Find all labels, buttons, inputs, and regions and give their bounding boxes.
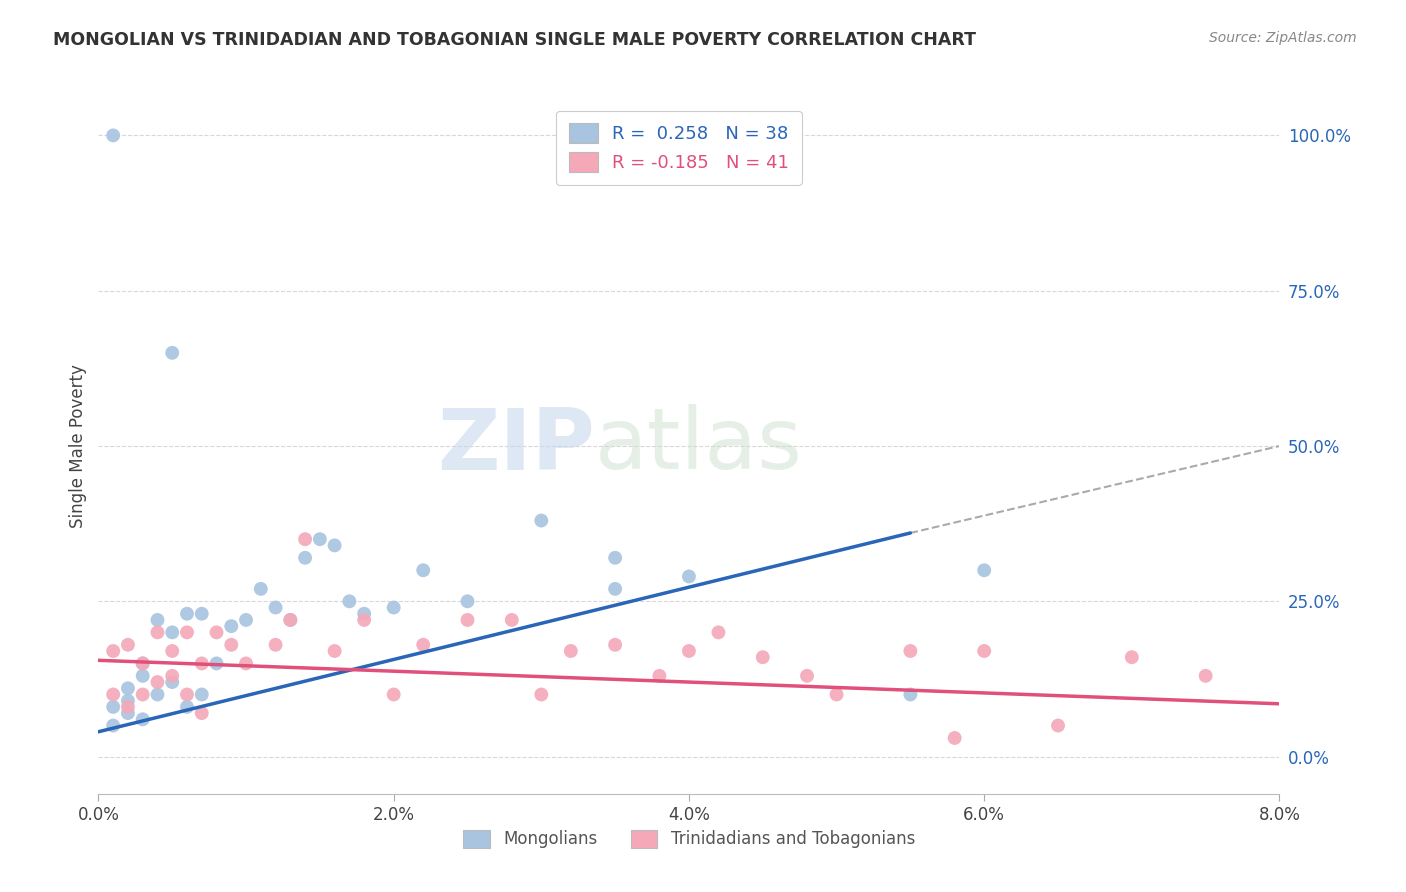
Point [648,669,671,683]
Point [176,625,198,640]
Point [132,669,155,683]
Point [412,638,434,652]
Point [264,600,287,615]
Point [191,607,214,621]
Point [191,657,214,671]
Point [117,699,139,714]
Point [162,346,183,360]
Text: atlas: atlas [595,404,803,488]
Point [103,128,125,143]
Point [1121,650,1143,665]
Point [146,675,169,690]
Point [250,582,273,596]
Point [382,600,405,615]
Point [501,613,523,627]
Point [457,594,479,608]
Point [146,613,169,627]
Point [353,607,375,621]
Point [191,706,214,720]
Point [176,688,198,702]
Point [132,657,155,671]
Point [353,613,375,627]
Point [900,688,922,702]
Point [973,563,995,577]
Point [943,731,966,745]
Point [117,706,139,720]
Point [132,712,155,726]
Point [221,638,243,652]
Point [900,644,922,658]
Point [323,644,346,658]
Point [796,669,818,683]
Point [530,688,553,702]
Point [103,718,125,732]
Point [707,625,730,640]
Point [176,699,198,714]
Point [339,594,361,608]
Point [191,688,214,702]
Point [294,550,316,565]
Point [280,613,302,627]
Point [117,694,139,708]
Point [973,644,995,658]
Point [221,619,243,633]
Point [117,681,139,696]
Y-axis label: Single Male Poverty: Single Male Poverty [69,364,87,528]
Point [678,569,700,583]
Point [412,563,434,577]
Point [1195,669,1218,683]
Point [825,688,848,702]
Point [146,625,169,640]
Point [162,669,183,683]
Point [457,613,479,627]
Text: MONGOLIAN VS TRINIDADIAN AND TOBAGONIAN SINGLE MALE POVERTY CORRELATION CHART: MONGOLIAN VS TRINIDADIAN AND TOBAGONIAN … [53,31,976,49]
Point [103,688,125,702]
Point [235,657,257,671]
Point [560,644,582,658]
Text: Source: ZipAtlas.com: Source: ZipAtlas.com [1209,31,1357,45]
Point [752,650,775,665]
Point [205,657,228,671]
Point [280,613,302,627]
Point [235,613,257,627]
Point [530,514,553,528]
Point [103,699,125,714]
Legend: Mongolians, Trinidadians and Tobagonians: Mongolians, Trinidadians and Tobagonians [457,823,921,855]
Point [132,657,155,671]
Point [146,688,169,702]
Point [605,550,627,565]
Point [176,607,198,621]
Point [162,644,183,658]
Point [605,582,627,596]
Point [162,625,183,640]
Point [205,625,228,640]
Point [382,688,405,702]
Point [1046,718,1070,732]
Point [323,538,346,552]
Point [309,532,332,546]
Text: ZIP: ZIP [437,404,595,488]
Point [103,644,125,658]
Point [162,675,183,690]
Point [294,532,316,546]
Point [132,688,155,702]
Point [264,638,287,652]
Point [605,638,627,652]
Point [678,644,700,658]
Point [117,638,139,652]
